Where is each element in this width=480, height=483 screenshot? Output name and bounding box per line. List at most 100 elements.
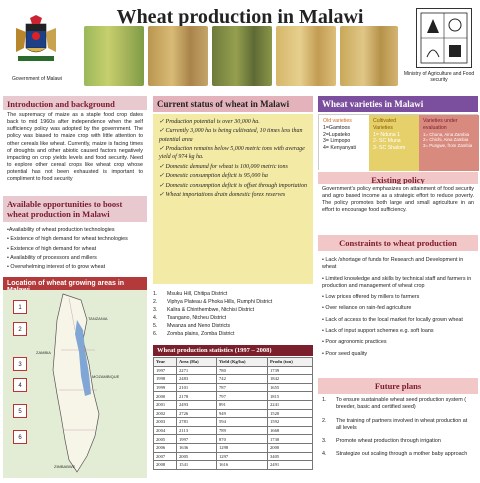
stats-cell: 742 (215, 374, 269, 384)
stats-cell: 2001 (153, 399, 177, 410)
district-list: 1. Msuku Hill, Chitipa District 2. Viphya … (153, 290, 313, 338)
stats-cell: 789 (215, 425, 269, 436)
stats-cell: 594 (215, 417, 269, 427)
stats-cell: 1298 (215, 442, 269, 453)
malawi-map-drawing (3, 290, 147, 478)
stats-cell: 1520 (267, 408, 313, 419)
stats-cell: 1616 (215, 460, 269, 470)
stats-heading: Wheat production statistics (1997 – 2008… (153, 345, 313, 356)
stats-row: 2001 2493 891 2241 (153, 399, 313, 410)
future-heading: Future plans (318, 378, 478, 394)
current-item: ✓ Production remains below 5,000 metric … (159, 146, 305, 161)
stats-cell: 1997 (153, 365, 177, 376)
variety-item: 3= Limpopo (323, 138, 351, 145)
opportunity-item: • Availability of processors and millers (7, 254, 97, 261)
stats-row: 2002 2726 949 1520 (153, 408, 313, 419)
stats-cell: 870 (215, 434, 269, 444)
map-label-zambia: ZAMBIA (36, 350, 51, 355)
stats-cell: 1541 (175, 460, 217, 470)
map-marker: 2 (13, 322, 27, 336)
wheat-photo-grain (340, 26, 398, 86)
stats-col-header: Yield (Kg/ha) (215, 357, 269, 367)
district-item: 6. Zomba plains, Zomba District (153, 331, 235, 338)
variety-item: 2= Chichi, Aina Zambia (423, 137, 469, 143)
district-item: 3. Kalira & Chinthembwe, Ntchisi District (153, 307, 255, 314)
stats-cell: 2008 (153, 460, 177, 470)
stats-cell: 2006 (153, 442, 177, 453)
old-varieties: Old varieties 1=Gamtoos 2=Lupateko 3= Li… (319, 115, 369, 171)
stats-cell: 1998 (153, 374, 177, 384)
stats-cell: 891 (215, 399, 269, 410)
map-marker: 4 (13, 378, 27, 392)
map-marker: 5 (13, 404, 27, 418)
policy-body: Government's policy emphasizes on attain… (318, 184, 478, 230)
stats-table: Year Area (Ha) Yield (Kg/ha) Produ (ton)… (153, 357, 313, 470)
stats-cell: 1668 (267, 425, 313, 436)
current-item: ✓ Wheat importations drain domestic fore… (159, 192, 286, 199)
constraint-item: • Poor agronomic practices (322, 339, 387, 346)
stats-cell: 1997 (175, 434, 217, 444)
stats-col-header: Area (Ha) (175, 357, 217, 367)
variety-item: 4= Kenyanyati (323, 145, 357, 151)
stats-cell: 2000 (153, 391, 177, 401)
district-item: 1. Msuku Hill, Chitipa District (153, 291, 228, 297)
map-label-mozambique: MOZAMBIQUE (92, 374, 120, 379)
stats-row: 1999 2101 787 1655 (153, 382, 313, 393)
evaluation-varieties: Varieties under evaluation 1= Chuna, Ain… (419, 115, 479, 171)
stats-cell: 2000 (267, 442, 313, 453)
page-title: Wheat production in Malawi (116, 6, 364, 28)
constraint-item: • Poor seed quality (322, 350, 368, 357)
current-item: ✓ Currently 3,000 ha is being cultivated… (159, 128, 303, 143)
varieties-heading: Wheat varieties in Malawi (318, 96, 478, 112)
opportunities-list: •Availability of wheat production techno… (3, 226, 147, 276)
constraint-item: • Lack of input support schemes e.g. sof… (322, 328, 434, 335)
stats-row: 2006 1636 1298 2000 (153, 442, 313, 453)
map-marker: 6 (13, 430, 27, 444)
stats-cell: 1999 (153, 382, 177, 393)
constraint-item: • Limited knowledge and skills by techni… (322, 275, 472, 289)
stats-cell: 2005 (153, 434, 177, 444)
opportunity-item: • Overwhelming interest of to grow wheat (7, 264, 106, 271)
map-marker: 3 (13, 357, 27, 371)
stats-row: 2003 2781 594 1592 (153, 417, 313, 427)
stats-cell: 949 (215, 408, 269, 419)
wheat-photo-golden (148, 26, 208, 86)
constraints-list: • Lack /shortage of funds for Research a… (318, 256, 478, 372)
stats-cell: 780 (215, 365, 269, 376)
stats-row: 2005 1997 870 1730 (153, 434, 313, 444)
varieties-panel: Old varieties 1=Gamtoos 2=Lupateko 3= Li… (318, 114, 479, 171)
wheat-photo-green (84, 26, 144, 86)
wheat-photo-ears (212, 26, 272, 86)
stats-cell: 2113 (175, 425, 217, 436)
old-varieties-title: Old varieties (323, 118, 352, 124)
map-label-tanzania: TANZANIA (88, 316, 108, 321)
wheat-photo-field (276, 26, 336, 86)
constraints-heading: Constraints to wheat production (318, 235, 478, 251)
future-item: 4. Strategize out scaling through a mothe… (322, 451, 468, 458)
current-item: ✓ Domestic demand for wheat is 100,000 m… (159, 163, 288, 170)
stats-col-header: Year (153, 357, 177, 367)
intro-heading: Introduction and background (3, 96, 147, 112)
stats-row: 2007 2005 1297 3405 (153, 451, 313, 462)
stats-cell: 1739 (267, 365, 313, 376)
variety-item: 1=Gamtoos (323, 124, 350, 131)
opportunity-item: • Existence of high demand for wheat (7, 245, 97, 252)
stats-row: 2008 1541 1616 2491 (153, 460, 313, 470)
stats-cell: 1636 (175, 442, 217, 453)
constraint-item: • Low prices offered by millers to farme… (322, 294, 420, 301)
stats-cell: 1592 (267, 417, 313, 427)
stats-cell: 2002 (153, 408, 177, 419)
evaluation-varieties-title: Varieties under evaluation (423, 118, 458, 131)
ministry-logo-icon (416, 8, 472, 68)
stats-cell: 2007 (153, 451, 177, 462)
variety-item: 1= Nduna 1 (373, 131, 400, 138)
stats-cell: 797 (215, 391, 269, 401)
variety-item: 2=Lupateko (323, 131, 351, 138)
stats-row: 1998 2483 742 1842 (153, 374, 313, 384)
map-marker: 1 (13, 300, 27, 314)
stats-cell: 1297 (215, 451, 269, 462)
stats-cell: 2491 (267, 460, 313, 470)
stats-table-wrap: Year Area (Ha) Yield (Kg/ha) Produ (ton)… (153, 357, 313, 470)
stats-cell: 2781 (175, 417, 217, 427)
future-item: 2. The training of partners involved in w… (322, 417, 468, 431)
